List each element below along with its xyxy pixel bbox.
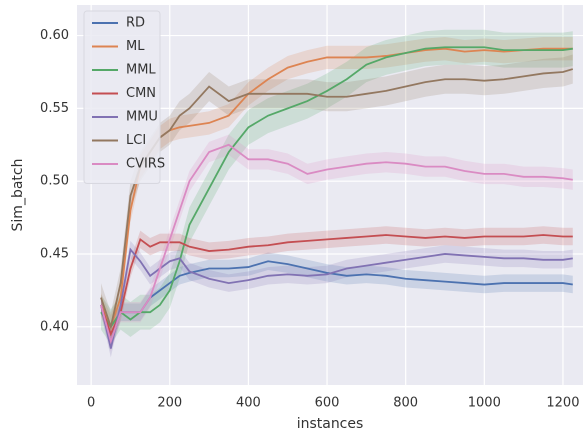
y-axis-label: Sim_batch [10, 159, 26, 232]
series-line [100, 143, 573, 345]
confidence-band [100, 226, 573, 343]
y-tick-label: 0.60 [40, 28, 69, 43]
series-line [100, 247, 573, 349]
legend-label: ML [126, 39, 145, 54]
y-tick-label: 0.45 [40, 246, 69, 261]
confidence-band [100, 252, 573, 351]
confidence-band [100, 54, 573, 342]
y-tick-label: 0.55 [40, 101, 69, 116]
series-line [100, 46, 573, 329]
x-tick-label: 1200 [546, 396, 579, 411]
legend-label: LCI [126, 133, 146, 148]
x-tick-label: 800 [393, 396, 418, 411]
legend-label: MML [126, 63, 156, 78]
legend-label: MMU [126, 110, 158, 125]
legend-label: CMN [126, 86, 156, 101]
confidence-band [100, 134, 573, 352]
x-tick-label: 400 [236, 396, 261, 411]
x-tick-label: 200 [157, 396, 182, 411]
x-tick-label: 0 [87, 396, 95, 411]
legend-label: RD [126, 16, 145, 31]
y-tick-label: 0.40 [40, 319, 69, 334]
legend-label: CVIRS [126, 157, 165, 172]
confidence-band [100, 240, 573, 358]
plot-area [77, 5, 583, 385]
confidence-band [100, 37, 573, 339]
y-tick-label: 0.50 [40, 174, 69, 189]
x-tick-label: 1000 [468, 396, 501, 411]
series-line [100, 234, 573, 337]
x-axis-label: instances [297, 416, 364, 432]
x-tick-label: 600 [315, 396, 340, 411]
